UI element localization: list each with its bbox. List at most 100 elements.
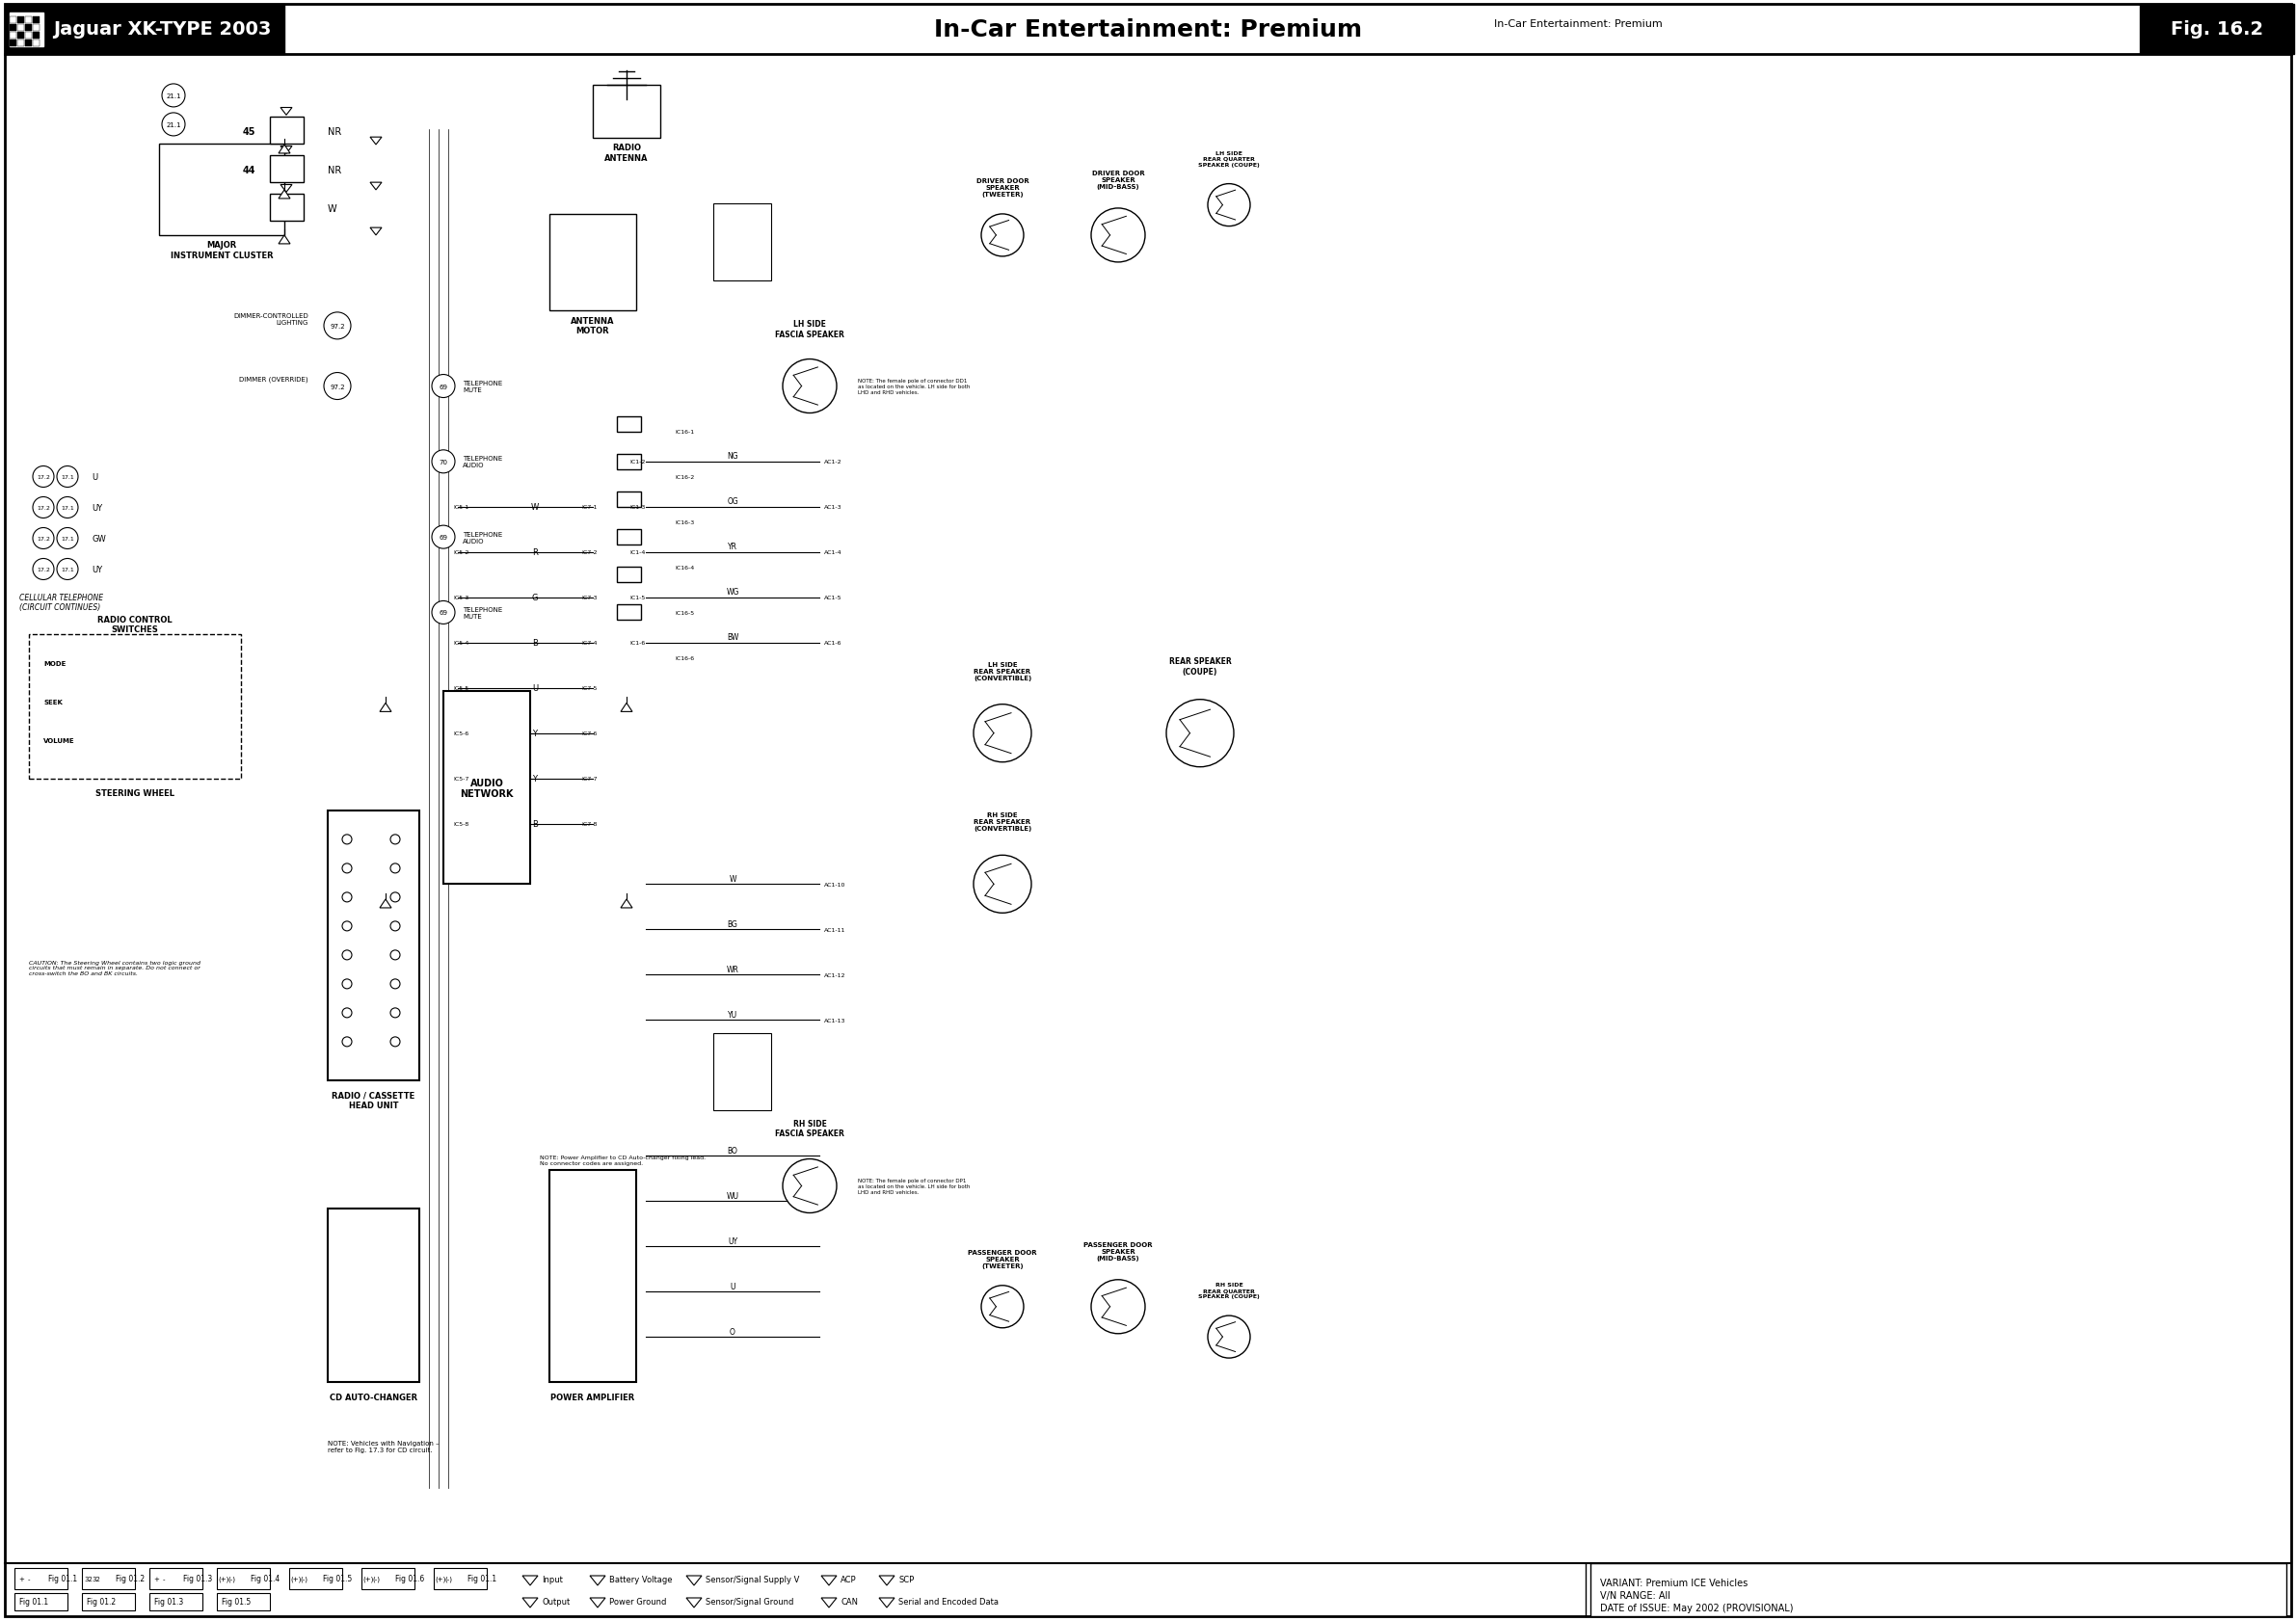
Text: YU: YU (728, 1010, 737, 1018)
Text: AUDIO
NETWORK: AUDIO NETWORK (459, 778, 514, 799)
Text: DRIVER DOOR
SPEAKER
(TWEETER): DRIVER DOOR SPEAKER (TWEETER) (976, 178, 1029, 198)
Text: AC1-5: AC1-5 (824, 595, 843, 600)
Polygon shape (278, 146, 289, 154)
Circle shape (342, 1008, 351, 1018)
Text: In-Car Entertainment: Premium: In-Car Entertainment: Premium (1495, 19, 1662, 29)
Text: BO: BO (728, 1146, 737, 1154)
Text: -: - (28, 1576, 30, 1582)
Text: IC7-3: IC7-3 (581, 595, 597, 600)
Bar (434, 1568, 487, 1589)
Text: IC5-2: IC5-2 (452, 550, 468, 554)
Text: 17.1: 17.1 (62, 567, 73, 572)
Text: UY: UY (728, 1237, 737, 1245)
Bar (360, 1568, 416, 1589)
Circle shape (390, 922, 400, 930)
Text: Sensor/Signal Ground: Sensor/Signal Ground (705, 1597, 794, 1606)
Text: (+): (+) (218, 1576, 230, 1582)
Text: 17.1: 17.1 (62, 506, 73, 511)
Text: IC16-2: IC16-2 (675, 475, 693, 480)
Text: REAR SPEAKER
(COUPE): REAR SPEAKER (COUPE) (1169, 657, 1231, 676)
Text: Fig 01.5: Fig 01.5 (324, 1574, 351, 1584)
Bar (83, 1568, 135, 1589)
Polygon shape (278, 237, 289, 245)
Text: 17.1: 17.1 (62, 475, 73, 480)
Text: U: U (730, 1282, 735, 1290)
Text: Fig. 16.2: Fig. 16.2 (2170, 21, 2264, 39)
Polygon shape (590, 1598, 606, 1608)
Bar (9, 24, 16, 32)
Polygon shape (278, 191, 289, 199)
Bar (14, 1593, 67, 1610)
Text: IC1-6: IC1-6 (629, 640, 645, 645)
Text: U: U (533, 684, 537, 692)
Text: Fig 01.3: Fig 01.3 (154, 1597, 184, 1606)
Circle shape (390, 893, 400, 903)
Bar (216, 1593, 271, 1610)
Text: RH SIDE
FASCIA SPEAKER: RH SIDE FASCIA SPEAKER (776, 1118, 845, 1138)
Text: W: W (728, 874, 737, 883)
Circle shape (163, 113, 186, 136)
Bar (158, 144, 285, 237)
Circle shape (783, 360, 836, 413)
Text: PASSENGER DOOR
SPEAKER
(MID-BASS): PASSENGER DOOR SPEAKER (MID-BASS) (1084, 1242, 1153, 1261)
Circle shape (163, 84, 186, 109)
Text: NOTE: The female pole of connector DP1
as located on the vehicle. LH side for bo: NOTE: The female pole of connector DP1 a… (859, 1178, 969, 1195)
Text: PASSENGER DOOR
SPEAKER
(TWEETER): PASSENGER DOOR SPEAKER (TWEETER) (969, 1250, 1038, 1268)
Text: POWER AMPLIFIER: POWER AMPLIFIER (551, 1392, 636, 1401)
Text: Fig 01.2: Fig 01.2 (115, 1574, 145, 1584)
Bar (9, 41, 16, 47)
Circle shape (1208, 1316, 1251, 1358)
Text: Serial and Encoded Data: Serial and Encoded Data (898, 1597, 999, 1606)
Circle shape (432, 525, 455, 550)
Bar (18, 41, 23, 47)
Text: Fig 01.1: Fig 01.1 (48, 1574, 78, 1584)
Text: TELEPHONE
AUDIO: TELEPHONE AUDIO (464, 532, 503, 543)
Text: CELLULAR TELEPHONE
(CIRCUIT CONTINUES): CELLULAR TELEPHONE (CIRCUIT CONTINUES) (18, 593, 103, 611)
Polygon shape (370, 229, 381, 237)
Circle shape (390, 1037, 400, 1047)
Circle shape (390, 1008, 400, 1018)
Text: IC7-7: IC7-7 (581, 776, 597, 781)
Text: Fig 01.5: Fig 01.5 (223, 1597, 250, 1606)
Text: YR: YR (728, 543, 737, 551)
Text: IC1-2: IC1-2 (629, 460, 645, 465)
Circle shape (980, 1285, 1024, 1328)
Bar (592, 86, 661, 139)
Bar (32, 41, 39, 47)
Text: 69: 69 (439, 384, 448, 389)
Circle shape (342, 922, 351, 930)
Bar (9, 32, 16, 39)
Bar (1591, 1563, 2287, 1616)
Circle shape (390, 864, 400, 874)
Text: IC5-3: IC5-3 (452, 595, 468, 600)
Polygon shape (370, 138, 381, 146)
Polygon shape (523, 1576, 537, 1585)
Text: RADIO / CASSETTE
HEAD UNIT: RADIO / CASSETTE HEAD UNIT (333, 1091, 416, 1109)
Text: GW: GW (92, 535, 106, 543)
Circle shape (432, 374, 455, 399)
Text: STEERING WHEEL: STEERING WHEEL (96, 789, 174, 798)
Text: R: R (533, 548, 537, 558)
Text: OG: OG (728, 498, 739, 506)
Text: AC1-13: AC1-13 (824, 1018, 845, 1023)
Bar (2140, 5, 2294, 55)
Bar (32, 32, 39, 39)
Text: AC1-4: AC1-4 (824, 550, 843, 554)
Circle shape (1208, 185, 1251, 227)
Text: Battery Voltage: Battery Voltage (608, 1576, 673, 1584)
Text: CAUTION: The Steering Wheel contains two logic ground
circuits that must remain : CAUTION: The Steering Wheel contains two… (30, 960, 200, 976)
Circle shape (390, 835, 400, 845)
Text: Fig 01.2: Fig 01.2 (87, 1597, 115, 1606)
Bar (25, 24, 32, 32)
Text: CD AUTO-CHANGER: CD AUTO-CHANGER (331, 1392, 418, 1401)
Text: IC7-6: IC7-6 (581, 731, 597, 736)
Text: 69: 69 (439, 535, 448, 540)
Text: IC5-4: IC5-4 (452, 640, 468, 645)
Text: MODE: MODE (44, 660, 67, 666)
Text: 21.1: 21.1 (165, 94, 181, 99)
Text: (+): (+) (434, 1576, 445, 1582)
Polygon shape (687, 1576, 703, 1585)
Text: RADIO CONTROL
SWITCHES: RADIO CONTROL SWITCHES (96, 616, 172, 634)
Text: +: + (154, 1576, 158, 1582)
Circle shape (57, 498, 78, 519)
